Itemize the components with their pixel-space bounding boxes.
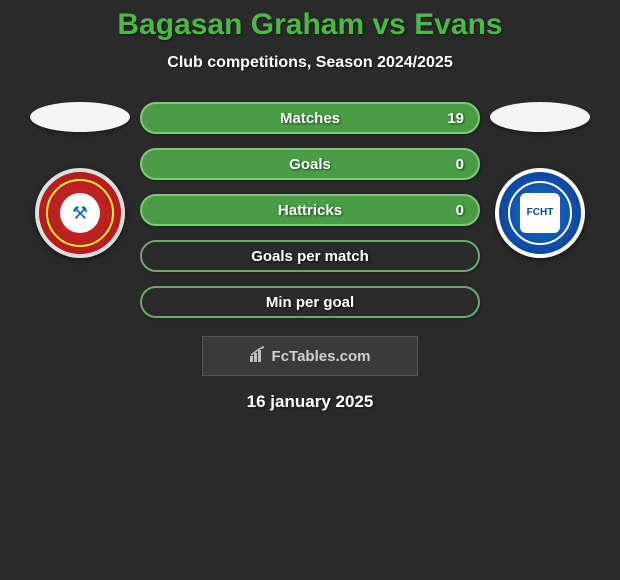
right-team-badge: FCHT [495,168,585,258]
hammers-icon: ⚒ [60,193,100,233]
left-team-badge: ⚒ [35,168,125,258]
chart-icon [250,346,268,367]
stat-bar: Hattricks 0 [140,194,480,226]
watermark-text: FcTables.com [272,348,371,365]
stat-bar-label: Matches [280,110,340,127]
page-title: Bagasan Graham vs Evans [0,0,620,42]
stat-bar: Min per goal [140,286,480,318]
watermark: FcTables.com [202,336,418,376]
right-column: FCHT [480,102,600,258]
stat-bar-label: Min per goal [266,294,354,311]
main-area: ⚒ Matches 19 Goals 0 Hattricks 0 Goals per mat… [0,102,620,318]
right-badge-text: FCHT [520,193,560,233]
stat-bar-value: 19 [447,110,464,127]
stat-bar: Goals per match [140,240,480,272]
stat-bar: Goals 0 [140,148,480,180]
stat-bar-value: 0 [456,202,464,219]
right-ellipse [490,102,590,132]
left-ellipse [30,102,130,132]
left-column: ⚒ [20,102,140,258]
stat-bar-label: Goals per match [251,248,369,265]
date-text: 16 january 2025 [0,392,620,412]
stat-bar: Matches 19 [140,102,480,134]
comparison-card: Bagasan Graham vs Evans Club competition… [0,0,620,412]
stat-bar-label: Goals [289,156,331,173]
stat-bar-value: 0 [456,156,464,173]
stat-bar-label: Hattricks [278,202,342,219]
subtitle: Club competitions, Season 2024/2025 [0,54,620,72]
stat-bars: Matches 19 Goals 0 Hattricks 0 Goals per match… [140,102,480,318]
